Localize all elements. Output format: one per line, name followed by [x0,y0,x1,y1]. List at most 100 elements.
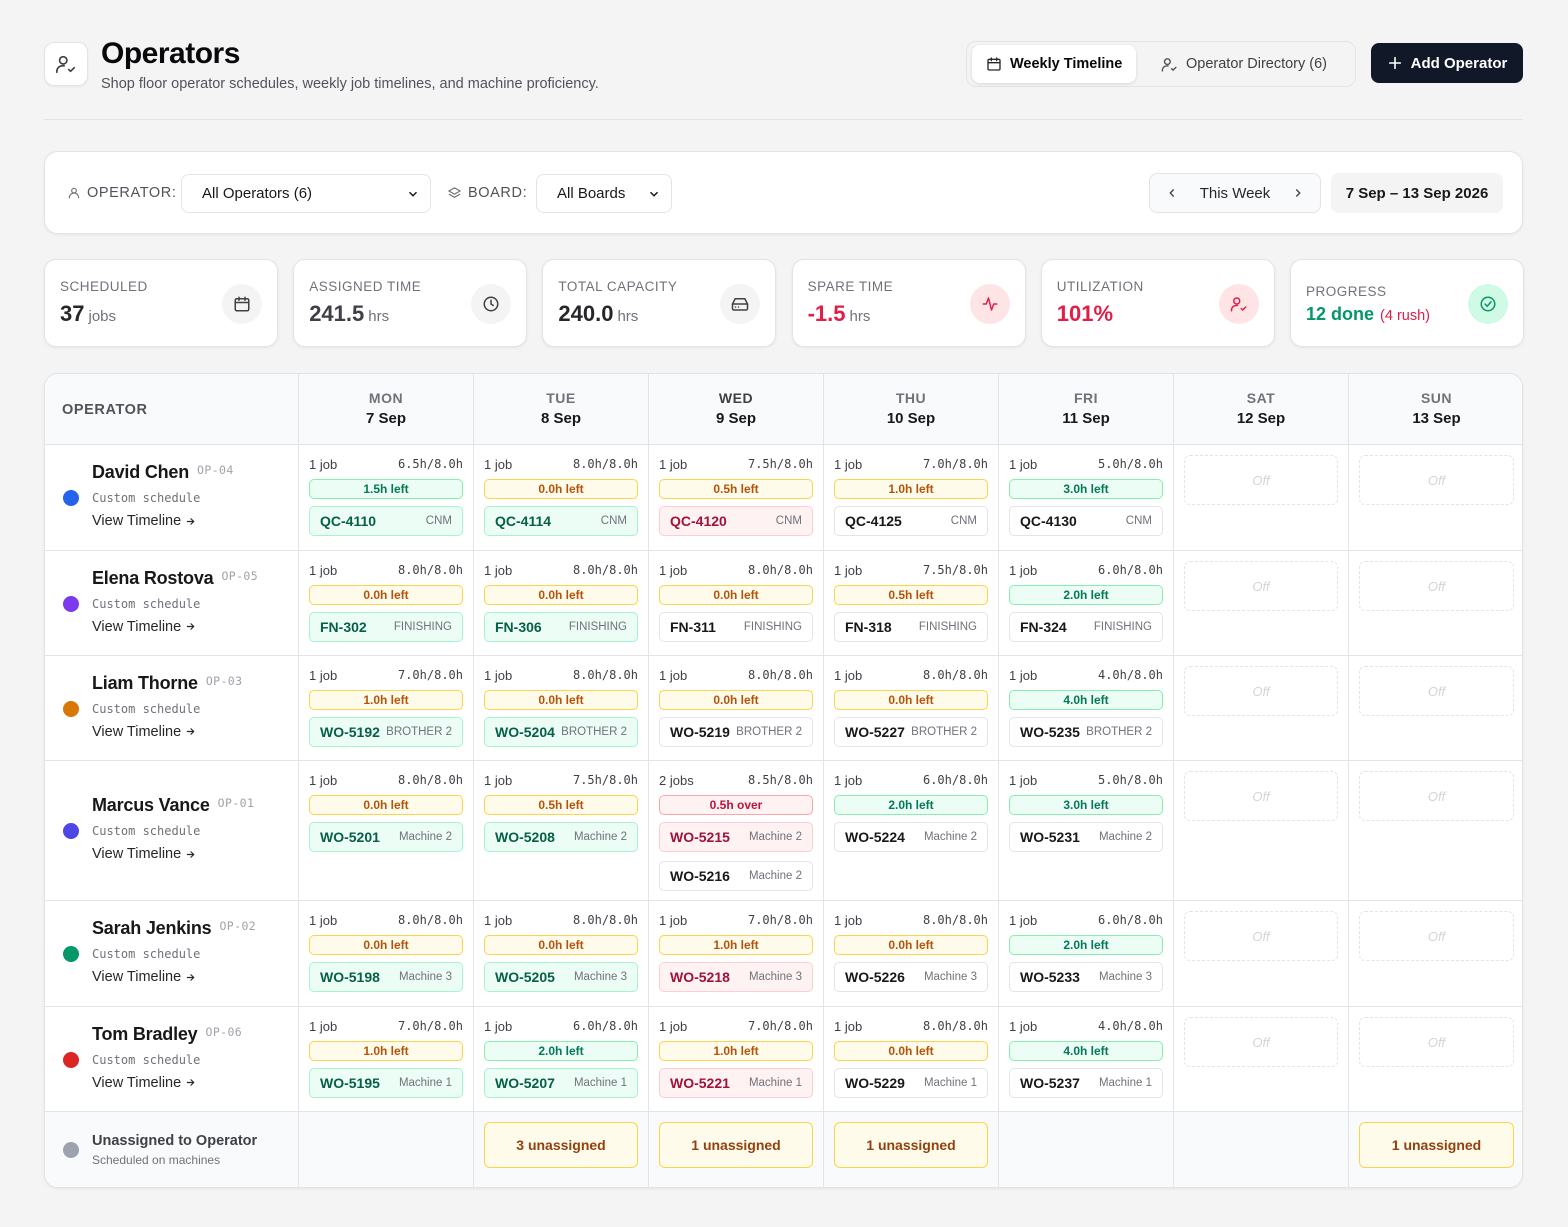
job-card[interactable]: WO-5201 Machine 2 [309,822,463,852]
operator-code: OP-01 [217,796,255,810]
job-card[interactable]: WO-5227 BROTHER 2 [834,717,988,747]
filter-bar: OPERATOR: All Operators (6) BOARD: All B… [44,151,1523,234]
day-cell: Off [1348,551,1522,655]
job-card[interactable]: WO-5226 Machine 3 [834,962,988,992]
operator-cell: Sarah Jenkins OP-02 Custom schedule View Ti… [45,901,298,1006]
operator-select[interactable]: All Operators (6) [181,174,431,213]
job-card[interactable]: WO-5233 Machine 3 [1009,962,1163,992]
job-card[interactable]: WO-5229 Machine 1 [834,1068,988,1098]
unassigned-count-button[interactable]: 1 unassigned [834,1122,988,1168]
time-left-badge: 0.0h left [659,690,813,710]
job-card[interactable]: WO-5208 Machine 2 [484,822,638,852]
job-card[interactable]: FN-324 FINISHING [1009,612,1163,642]
job-card[interactable]: WO-5195 Machine 1 [309,1068,463,1098]
day-date: 7 Sep [365,410,407,427]
job-card[interactable]: QC-4120 CNM [659,506,813,536]
job-card[interactable]: WO-5192 BROTHER 2 [309,717,463,747]
hours-used: 6.0h/8.0h [1097,913,1163,927]
off-day: Off [1359,666,1514,716]
view-timeline-link[interactable]: View Timeline [92,513,196,529]
day-cell: Off [1173,1007,1348,1111]
job-card[interactable]: WO-5204 BROTHER 2 [484,717,638,747]
day-header-sat: SAT 12 Sep [1173,374,1348,445]
add-operator-label: Add Operator [1410,54,1508,72]
cell-summary: 1 job 6.0h/8.0h [834,773,988,788]
operator-row: Marcus Vance OP-01 Custom schedule View Tim… [45,761,1522,901]
job-id: QC-4120 [670,513,727,529]
arrow-right-icon [186,728,195,735]
job-card[interactable]: WO-5221 Machine 1 [659,1068,813,1098]
view-timeline-link[interactable]: View Timeline [92,1075,196,1091]
add-operator-button[interactable]: Add Operator [1371,43,1523,83]
job-count: 1 job [1009,1019,1038,1034]
job-card[interactable]: QC-4110 CNM [309,506,463,536]
view-timeline-link[interactable]: View Timeline [92,619,196,635]
stat-card-assigned-time: ASSIGNED TIME 241.5 hrs [293,259,528,347]
job-machine: Machine 2 [573,831,627,843]
job-id: WO-5201 [320,829,380,845]
job-card[interactable]: WO-5235 BROTHER 2 [1009,717,1163,747]
job-card[interactable]: WO-5215 Machine 2 [659,822,813,852]
day-header-wed: WED 9 Sep [648,374,823,445]
job-id: QC-4110 [320,513,377,529]
view-timeline-link[interactable]: View Timeline [92,724,196,740]
operator-name: Marcus Vance OP-01 [92,795,255,815]
time-left-badge: 0.5h over [659,795,813,815]
time-left-badge: 2.0h left [1009,585,1163,605]
operator-schedule: Custom schedule [92,596,201,611]
job-card[interactable]: WO-5237 Machine 1 [1009,1068,1163,1098]
job-card[interactable]: FN-311 FINISHING [659,612,813,642]
hours-used: 8.0h/8.0h [572,457,638,471]
time-left-badge: 3.0h left [1009,795,1163,815]
job-card[interactable]: WO-5216 Machine 2 [659,861,813,891]
operator-name: Tom Bradley OP-06 [92,1023,243,1044]
job-machine: Machine 3 [748,971,802,983]
tab-operator-directory[interactable]: Operator Directory (6) [1147,45,1341,83]
job-card[interactable]: FN-302 FINISHING [309,612,463,642]
day-cell: Off [1173,551,1348,655]
day-date: 12 Sep [1236,410,1286,427]
cell-summary: 1 job 5.0h/8.0h [1009,457,1163,472]
job-machine: Machine 1 [1098,1077,1152,1089]
job-card[interactable]: QC-4130 CNM [1009,506,1163,536]
hours-used: 8.0h/8.0h [572,668,638,682]
job-card[interactable]: FN-318 FINISHING [834,612,988,642]
layers-icon [448,186,461,198]
job-card[interactable]: WO-5231 Machine 2 [1009,822,1163,852]
day-date: 8 Sep [540,410,582,427]
job-card[interactable]: QC-4114 CNM [484,506,638,536]
view-timeline-link[interactable]: View Timeline [92,846,196,862]
hours-used: 8.0h/8.0h [397,563,463,577]
job-card[interactable]: WO-5219 BROTHER 2 [659,717,813,747]
view-timeline-link[interactable]: View Timeline [92,969,196,985]
job-machine: Machine 2 [923,831,977,843]
cell-summary: 1 job 7.0h/8.0h [659,1019,813,1034]
off-day: Off [1359,455,1514,505]
job-id: WO-5218 [670,969,730,985]
job-count: 1 job [1009,668,1038,683]
job-card[interactable]: WO-5218 Machine 3 [659,962,813,992]
job-card[interactable]: WO-5198 Machine 3 [309,962,463,992]
job-machine: CNM [425,515,452,527]
unassigned-count-button[interactable]: 3 unassigned [484,1122,638,1168]
job-card[interactable]: WO-5205 Machine 3 [484,962,638,992]
cell-summary: 1 job 7.0h/8.0h [309,668,463,683]
unassigned-count-button[interactable]: 1 unassigned [659,1122,813,1168]
view-toggle: Weekly Timeline Operator Directory (6) [966,41,1356,87]
hours-used: 6.0h/8.0h [1097,563,1163,577]
job-card[interactable]: FN-306 FINISHING [484,612,638,642]
job-card[interactable]: QC-4125 CNM [834,506,988,536]
previous-week-button[interactable] [1164,185,1180,201]
hours-used: 8.0h/8.0h [922,913,988,927]
job-card[interactable]: WO-5207 Machine 1 [484,1068,638,1098]
job-card[interactable]: WO-5224 Machine 2 [834,822,988,852]
unassigned-count-button[interactable]: 1 unassigned [1359,1122,1514,1168]
tab-weekly-timeline[interactable]: Weekly Timeline [972,45,1137,83]
day-cell: 1 job 8.0h/8.0h 0.0h left FN-302 FINISHING [298,551,473,655]
job-machine: CNM [950,515,977,527]
hours-used: 8.0h/8.0h [747,563,813,577]
this-week-button[interactable]: This Week [1199,184,1271,202]
day-cell: 1 job 5.0h/8.0h 3.0h left WO-5231 Machine 2 [998,761,1173,900]
board-select[interactable]: All Boards [536,174,672,213]
next-week-button[interactable] [1290,185,1306,201]
